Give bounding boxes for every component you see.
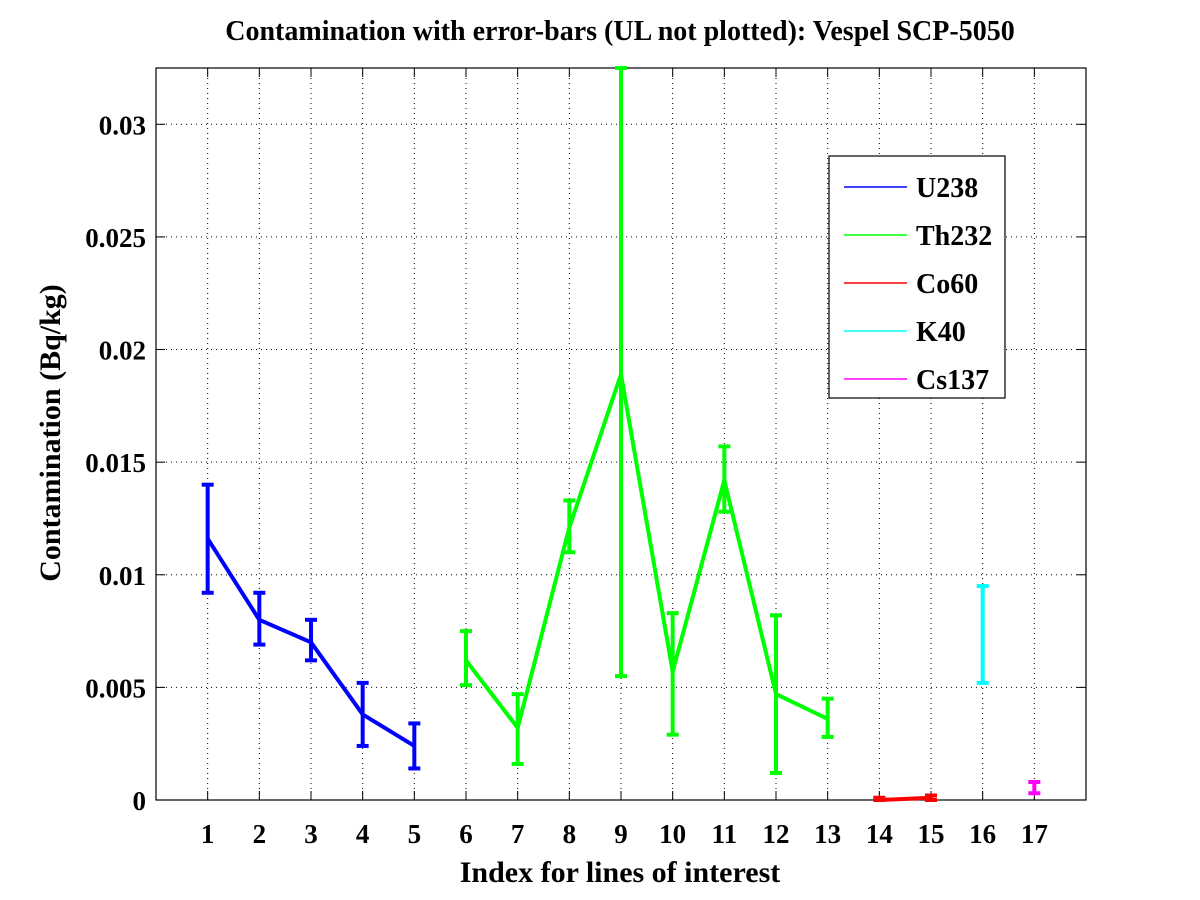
y-tick-label: 0.015 — [85, 448, 146, 478]
x-tick-label: 13 — [814, 819, 841, 849]
x-tick-label: 4 — [356, 819, 370, 849]
x-tick-label: 3 — [304, 819, 318, 849]
data-point — [1032, 787, 1036, 791]
x-tick-label: 5 — [408, 819, 422, 849]
data-point — [567, 525, 571, 529]
data-point — [412, 744, 416, 748]
legend-box — [828, 155, 1006, 399]
y-tick-label: 0.03 — [99, 110, 146, 140]
data-point — [981, 634, 985, 638]
x-tick-label: 14 — [866, 819, 893, 849]
x-tick-label: 11 — [712, 819, 738, 849]
data-point — [309, 640, 313, 644]
x-tick-label: 12 — [763, 819, 790, 849]
data-point — [516, 726, 520, 730]
series-k40 — [976, 584, 989, 685]
x-tick-label: 1 — [201, 819, 215, 849]
data-point — [929, 796, 933, 800]
x-tick-label: 8 — [563, 819, 577, 849]
data-point — [671, 670, 675, 674]
x-tick-label: 7 — [511, 819, 525, 849]
series-th232 — [460, 66, 834, 775]
data-point — [826, 717, 830, 721]
legend-label-cs137: Cs137 — [916, 365, 989, 396]
y-tick-label: 0.02 — [99, 336, 146, 366]
legend-label-k40: K40 — [916, 317, 966, 348]
series-line-co60 — [879, 795, 932, 802]
series-cs137 — [1028, 779, 1041, 796]
legend-label-co60: Co60 — [916, 269, 978, 300]
y-tick-label: 0.01 — [99, 561, 146, 591]
x-tick-label: 6 — [459, 819, 473, 849]
x-tick-label: 2 — [253, 819, 267, 849]
series-co60 — [873, 793, 937, 802]
data-point — [877, 798, 881, 802]
x-tick-label: 15 — [918, 819, 945, 849]
x-tick-label: 17 — [1021, 819, 1048, 849]
y-axis-label: Contamination (Bq/kg) — [34, 284, 67, 582]
data-point — [206, 537, 210, 541]
data-point — [361, 712, 365, 716]
data-point — [722, 478, 726, 482]
axis-ticks: 1 2 3 4 5 6 7 8 9 10 11 12 13 14 15 16 1700.0050.010.015… — [85, 68, 1086, 849]
legend-label-u238: U238 — [916, 173, 978, 204]
legend-label-th232: Th232 — [916, 221, 992, 252]
x-tick-label: 9 — [614, 819, 628, 849]
series-line-th232 — [464, 372, 829, 730]
data-point — [464, 658, 468, 662]
y-tick-label: 0.005 — [85, 673, 146, 703]
x-tick-label: 16 — [969, 819, 996, 849]
series-u238 — [201, 482, 421, 771]
y-tick-label: 0.025 — [85, 223, 146, 253]
data-point — [619, 372, 623, 376]
x-tick-label: 10 — [659, 819, 686, 849]
chart-title: Contamination with error-bars (UL not pl… — [225, 16, 1014, 47]
data-point — [257, 618, 261, 622]
legend: U238 Th232 Co60 K40 Cs137 — [828, 155, 1006, 399]
y-tick-label: 0 — [133, 786, 147, 816]
x-axis-label: Index for lines of interest — [460, 856, 781, 889]
data-point — [774, 692, 778, 696]
